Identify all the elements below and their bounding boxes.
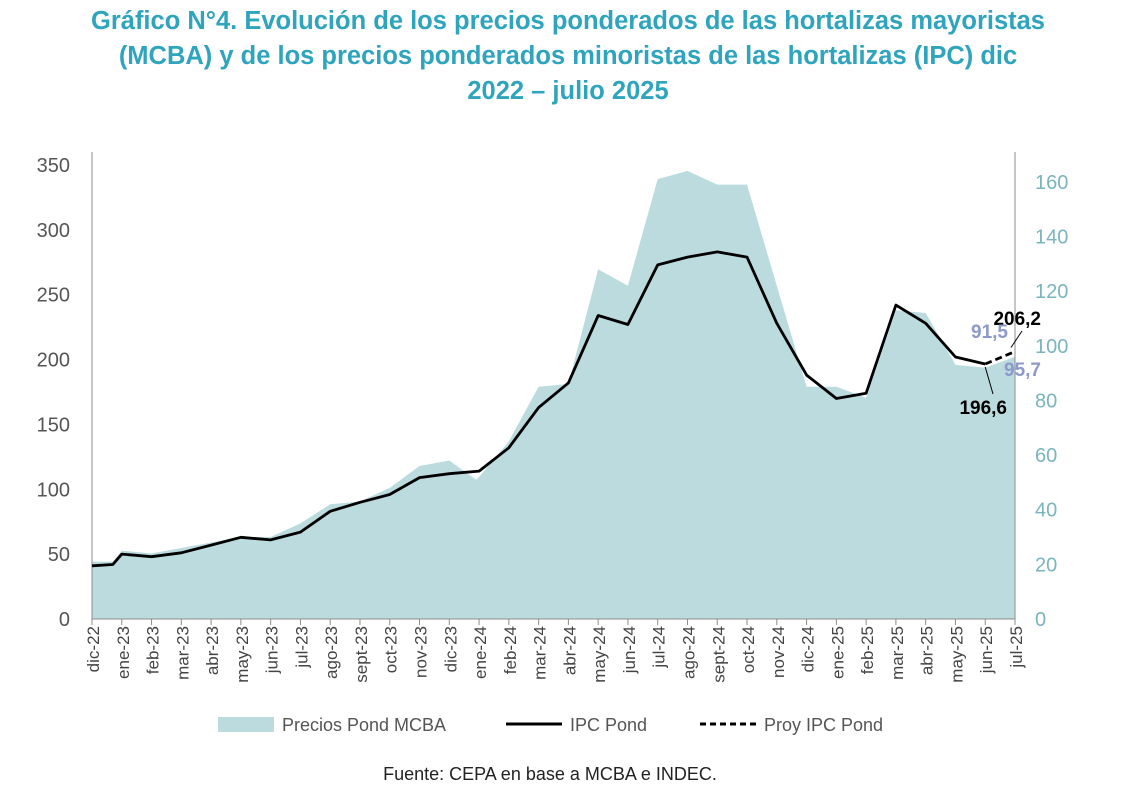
- series-line-ipc: [91, 250, 986, 568]
- x-tick-label: may-24: [590, 626, 609, 683]
- y-right-tick-label: 40: [1035, 500, 1057, 522]
- y-left-tick-label: 300: [37, 220, 70, 242]
- x-tick-label: ene-25: [828, 626, 847, 679]
- x-tick-label: abr-25: [918, 626, 937, 675]
- legend: Precios Pond MCBA IPC Pond Proy IPC Pond: [218, 715, 883, 735]
- x-tick-label: ago-23: [322, 626, 341, 679]
- x-tick-label: mar-23: [173, 626, 192, 680]
- annotation-value-95-7: 95,7: [1004, 360, 1041, 381]
- annotation-leader-196-6: [984, 366, 994, 395]
- x-tick-label: dic-22: [84, 626, 103, 672]
- legend-label-proy: Proy IPC Pond: [764, 715, 883, 735]
- x-tick-label: abr-23: [203, 626, 222, 675]
- x-tick-label: dic-24: [799, 626, 818, 672]
- y-left-tick-label: 250: [37, 285, 70, 307]
- x-tick-label: jun-25: [977, 626, 996, 674]
- y-right-tick-label: 120: [1035, 281, 1068, 303]
- y-right-tick-label: 0: [1035, 609, 1046, 631]
- x-tick-label: jul-24: [650, 626, 669, 669]
- y-right-tick-label: 100: [1035, 336, 1068, 358]
- title-line-3: 2022 – julio 2025: [467, 77, 669, 105]
- legend-swatch-mcba: [218, 717, 274, 732]
- annotation-value-206-2: 206,2: [993, 309, 1041, 330]
- annotations: 206,291,5 95,7 196,6: [959, 309, 1041, 419]
- y-right-tick-label: 60: [1035, 445, 1057, 467]
- x-tick-label: nov-23: [412, 626, 431, 678]
- series-line-proy-ipc: [984, 350, 1016, 366]
- y-right-tick-label: 140: [1035, 227, 1068, 249]
- x-tick-label: jul-25: [1007, 626, 1026, 669]
- source-note: Fuente: CEPA en base a MCBA e INDEC.: [383, 764, 717, 784]
- legend-label-ipc: IPC Pond: [570, 715, 647, 735]
- x-tick-label: may-25: [947, 626, 966, 683]
- y-left-tick-label: 150: [37, 414, 70, 436]
- chart-title: Gráfico N°4. Evolución de los precios po…: [0, 4, 1136, 109]
- annotation-value-196-6: 196,6: [959, 398, 1007, 419]
- y-right-tick-label: 160: [1035, 172, 1068, 194]
- y-left-tick-label: 50: [48, 544, 70, 566]
- x-tick-label: feb-24: [501, 626, 520, 674]
- x-tick-label: mar-25: [888, 626, 907, 680]
- legend-label-mcba: Precios Pond MCBA: [282, 715, 446, 735]
- x-tick-label: ene-24: [471, 626, 490, 679]
- annotation-leader-206-2: [1010, 330, 1023, 348]
- x-tick-label: feb-25: [858, 626, 877, 674]
- x-tick-label: jun-24: [620, 626, 639, 674]
- x-tick-label: mar-24: [531, 626, 550, 680]
- x-tick-label: oct-24: [739, 626, 758, 673]
- x-tick-label: ene-23: [114, 626, 133, 679]
- x-tick-label: feb-23: [144, 626, 163, 674]
- x-tick-label: jul-23: [292, 626, 311, 669]
- axes: 0 50 100 150 200 250 300 350 0 20 40 60 80 100 120 140 1…: [37, 152, 1068, 683]
- title-line-1: Gráfico N°4. Evolución de los precios po…: [91, 7, 1045, 35]
- title-line-2: (MCBA) y de los precios ponderados minor…: [118, 42, 1018, 70]
- line-layer: [91, 250, 1016, 568]
- annotation-value-91-5: 91,5: [971, 322, 1008, 343]
- y-left-tick-label: 200: [37, 350, 70, 372]
- x-tick-label: jun-23: [263, 626, 282, 674]
- y-left-tick-label: 100: [37, 479, 70, 501]
- x-tick-label: dic-23: [441, 626, 460, 672]
- y-left-tick-label: 0: [59, 609, 70, 631]
- x-tick-label: oct-23: [382, 626, 401, 673]
- y-right-tick-label: 20: [1035, 554, 1057, 576]
- x-tick-label: ago-24: [679, 626, 698, 679]
- x-tick-label: nov-24: [769, 626, 788, 678]
- x-tick-label: abr-24: [560, 626, 579, 675]
- y-left-tick-label: 350: [37, 155, 70, 177]
- x-tick-label: sept-24: [709, 626, 728, 683]
- x-tick-label: may-23: [233, 626, 252, 683]
- x-tick-label: sept-23: [352, 626, 371, 683]
- y-right-tick-label: 80: [1035, 390, 1057, 412]
